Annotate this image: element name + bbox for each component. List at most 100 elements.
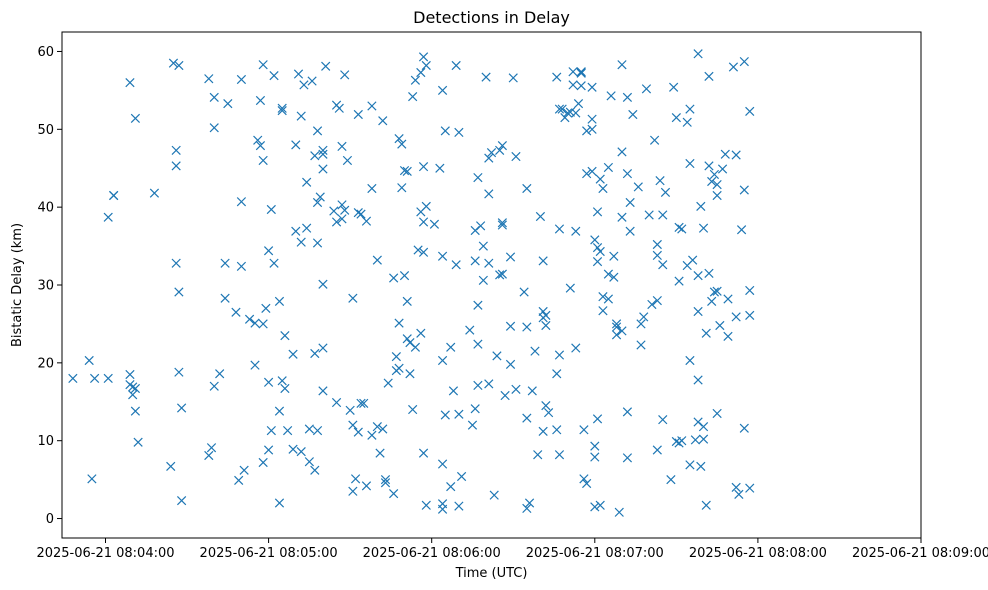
data-point: [682, 117, 692, 127]
data-point: [590, 441, 600, 451]
data-point: [652, 250, 662, 261]
data-point: [204, 450, 214, 461]
data-point: [715, 320, 725, 331]
data-point: [595, 174, 605, 184]
data-point: [595, 500, 605, 510]
data-point: [617, 212, 627, 222]
data-point: [470, 404, 480, 414]
data-point: [244, 314, 255, 324]
data-point: [685, 104, 695, 114]
data-point: [579, 425, 589, 435]
data-point: [587, 124, 597, 134]
data-point: [250, 318, 260, 328]
data-point: [280, 383, 290, 394]
data-point: [481, 72, 491, 82]
data-point: [337, 200, 347, 210]
data-point: [508, 73, 518, 83]
data-point: [592, 257, 603, 267]
data-point: [345, 405, 355, 415]
data-point: [437, 459, 448, 469]
data-point: [380, 478, 391, 488]
data-point: [266, 425, 276, 436]
data-point: [677, 436, 687, 446]
data-point: [484, 258, 494, 268]
data-point: [84, 355, 94, 366]
x-tick-label: 2025-06-21 08:06:00: [363, 546, 501, 561]
data-point: [698, 422, 709, 432]
data-point: [302, 223, 312, 233]
data-point: [660, 187, 671, 197]
data-point: [437, 85, 448, 96]
data-point: [274, 498, 285, 508]
data-point: [707, 176, 717, 187]
data-point: [255, 95, 266, 106]
data-point: [731, 312, 741, 322]
data-point: [372, 255, 382, 265]
data-point: [223, 98, 233, 109]
data-point: [448, 386, 459, 396]
data-point: [302, 177, 312, 187]
data-point: [416, 328, 426, 338]
data-point: [394, 134, 404, 144]
data-point: [736, 225, 747, 235]
data-point: [745, 310, 755, 320]
data-point: [473, 172, 483, 183]
data-point: [236, 197, 247, 207]
data-point: [505, 252, 516, 262]
data-point: [130, 383, 141, 394]
data-point: [209, 92, 219, 103]
data-point: [590, 235, 600, 245]
data-point: [310, 465, 320, 475]
data-point: [353, 207, 363, 218]
data-point: [609, 251, 619, 261]
data-point: [557, 104, 567, 114]
data-point: [236, 74, 247, 85]
data-point: [255, 141, 266, 151]
data-point: [391, 351, 401, 362]
data-point: [712, 408, 722, 419]
data-point: [590, 502, 600, 512]
data-point: [125, 77, 135, 88]
data-point: [598, 183, 608, 194]
data-point: [712, 190, 722, 201]
data-point: [318, 149, 328, 159]
data-point: [215, 369, 225, 379]
data-point: [410, 342, 421, 352]
data-point: [704, 71, 714, 81]
data-point: [418, 162, 429, 172]
data-point: [176, 403, 187, 413]
data-point: [348, 420, 358, 430]
data-point: [367, 430, 377, 440]
data-point: [454, 127, 464, 138]
data-point: [636, 319, 646, 329]
data-point: [590, 452, 600, 462]
data-point: [603, 162, 614, 173]
data-point: [552, 369, 562, 379]
data-point: [329, 206, 339, 216]
data-point: [582, 478, 592, 489]
data-point: [269, 70, 279, 81]
data-point: [334, 103, 344, 113]
data-point: [318, 386, 328, 396]
data-point: [413, 245, 423, 255]
data-point: [505, 321, 516, 331]
data-point: [288, 349, 298, 359]
data-point: [258, 319, 268, 329]
data-point: [356, 398, 366, 408]
data-point: [497, 218, 507, 228]
data-point: [299, 80, 309, 90]
data-point: [416, 67, 426, 78]
data-point: [378, 116, 388, 126]
data-point: [378, 424, 388, 434]
data-point: [282, 425, 293, 436]
data-point: [89, 373, 100, 384]
data-point: [745, 483, 755, 493]
data-point: [171, 145, 181, 155]
data-point: [639, 312, 649, 322]
data-point: [128, 390, 138, 400]
data-point: [389, 489, 399, 499]
data-point: [579, 474, 589, 484]
data-point: [568, 67, 578, 77]
data-point: [505, 359, 516, 370]
data-point: [649, 135, 660, 145]
